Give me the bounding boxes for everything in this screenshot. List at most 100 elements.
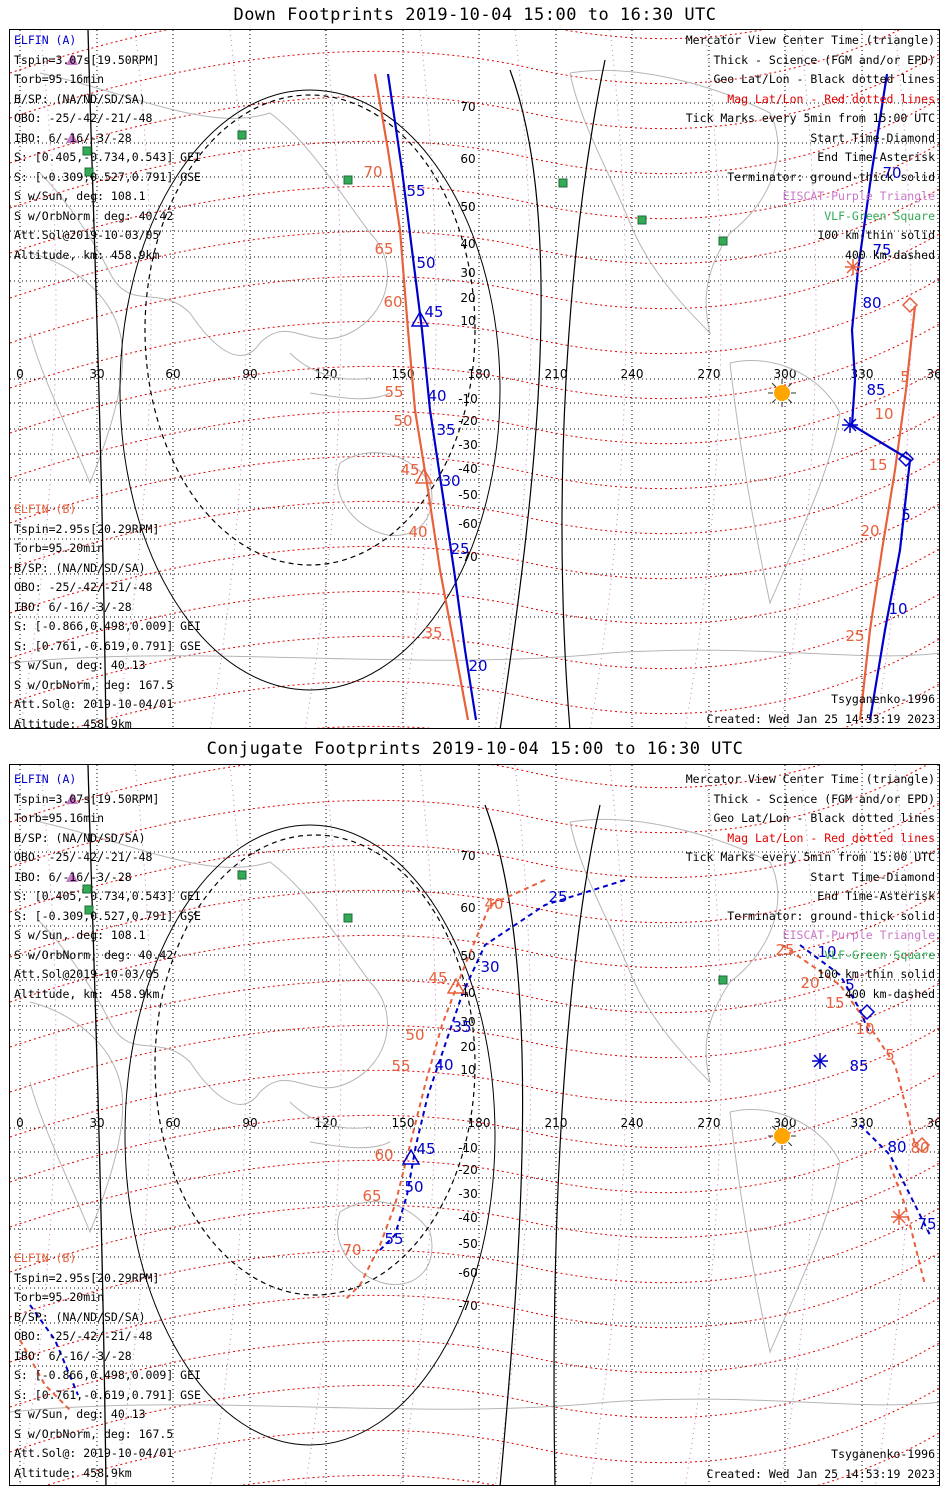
lat-tick-label: 60 — [460, 901, 475, 915]
elfin-b-tick-label: 60 — [374, 1146, 393, 1164]
lat-tick-label: 30 — [460, 266, 475, 280]
coastline — [729, 1108, 841, 1354]
legend-line: Geo Lat/Lon - Black dotted lines — [713, 811, 935, 825]
elfin-a-tick-label: 20 — [468, 657, 487, 675]
elfin-b-tick-label: 15 — [825, 994, 844, 1012]
coastline — [729, 359, 841, 605]
elfin-b-tick-label: 65 — [374, 240, 393, 258]
elfin-b-header: ELFIN (B) — [14, 1251, 77, 1265]
coastline — [336, 452, 433, 537]
vlf-square-icon — [343, 913, 353, 923]
lon-tick-label: 120 — [315, 367, 338, 381]
elfin-b-tick-label: 45 — [428, 969, 447, 987]
elfin-b-tick-label: 10 — [874, 405, 893, 423]
legend-line: Mag Lat/Lon - Red dotted lines — [727, 830, 935, 845]
terminator-line — [499, 69, 542, 728]
elfin-a-tick-label: 30 — [441, 472, 460, 490]
info-line: Altitude, km: 458.9km — [14, 986, 160, 1001]
elfin-a-tick-label: 85 — [866, 381, 885, 399]
info-line: Altitude, km: 458.9km — [14, 247, 160, 262]
info-line: S: [0.405,-0.734,0.543] GEI — [14, 150, 201, 164]
info-line: IBO: 6/-16/-3/-28 — [14, 1348, 132, 1363]
vlf-square-icon — [343, 175, 353, 185]
elfin-a-tick-label: 10 — [888, 600, 907, 618]
map-frame-conjugate: 0306090120150180210240270300330360706050… — [9, 764, 940, 1486]
asterisk-stroke — [813, 1054, 827, 1068]
lat-tick-label: 50 — [460, 200, 475, 214]
elfin-b-tick-label: 5 — [885, 1046, 895, 1064]
lon-tick-label: 210 — [545, 367, 568, 381]
mag-meridian-line — [589, 30, 627, 728]
mag-meridian-line — [399, 765, 437, 1485]
legend-line: Tick Marks every 5min from 15:00 UTC — [685, 850, 935, 864]
lon-tick-label: 360 — [927, 1116, 940, 1130]
info-line: IBO: 6/-16/-3/-28 — [14, 869, 132, 884]
lon-tick-label: 300 — [774, 1116, 797, 1130]
sun-ray — [771, 382, 776, 387]
elfin-b-tick-label: 40 — [484, 895, 503, 913]
lat-tick-label: 20 — [460, 1040, 475, 1054]
info-line: S w/Sun, deg: 40.13 — [14, 1407, 146, 1421]
lon-tick-label: 60 — [165, 1116, 180, 1130]
model-label: Tsyganenko-1996 — [831, 692, 935, 706]
map-canvas: 0306090120150180210240270300330360706050… — [10, 30, 940, 728]
legend-line: Thick - Science (FGM and/or EPD) — [713, 52, 935, 67]
sun-ray — [788, 399, 793, 404]
lon-tick-label: 60 — [165, 367, 180, 381]
coastline — [10, 649, 939, 664]
elfin-b-info: ELFIN (B) Tspin=2.95s[20.29RPM] Torb=95.… — [14, 1249, 201, 1483]
elfin-a-tick-label: 80 — [887, 1138, 906, 1156]
lon-tick-label: 90 — [242, 367, 257, 381]
lat-tick-label: -10 — [458, 1141, 478, 1155]
lat-tick-label: -30 — [458, 1187, 478, 1201]
asterisk-stroke — [892, 1210, 906, 1224]
info-line: S: [-0.309,0.527,0.791] GSE — [14, 908, 201, 923]
info-line: S: [-0.309,0.527,0.791] GSE — [14, 169, 201, 184]
lon-tick-label: 90 — [242, 1116, 257, 1130]
coastlines — [10, 69, 939, 664]
elfin-a-tick-label: 70 — [882, 164, 901, 182]
info-line: Att.Sol@: 2019-10-04/01 — [14, 697, 174, 711]
vlf-square-icon — [718, 975, 728, 985]
elfin-b-tick-label: 50 — [405, 1026, 424, 1044]
legend-line: Mercator View Center Time (triangle) — [685, 772, 935, 786]
lat-tick-label: 70 — [460, 100, 475, 114]
mag-meridian-line — [304, 765, 342, 1485]
info-line: Tspin=2.95s[20.29RPM] — [14, 1270, 160, 1285]
lat-tick-label: -60 — [458, 1266, 478, 1280]
info-line: S w/Sun, deg: 40.13 — [14, 658, 146, 672]
legend-line: VLF-Green Square — [824, 208, 935, 223]
elfin-a-tick-label: 75 — [917, 1215, 936, 1233]
elfin-b-tick-label: 10 — [855, 1020, 874, 1038]
lon-tick-label: 330 — [851, 1116, 874, 1130]
info-line: Att.Sol@2019-10-03/05 — [14, 967, 160, 981]
elfin-a-tick-label: 25 — [450, 540, 469, 558]
elfin-a-header: ELFIN (A) — [14, 772, 77, 786]
lon-tick-label: 150 — [392, 367, 415, 381]
elfin-b-tick-label: 70 — [342, 1241, 361, 1259]
legend: Mercator View Center Time (triangle) Thi… — [686, 770, 935, 1004]
asterisk-stroke — [843, 418, 857, 432]
lat-tick-label: 30 — [460, 1015, 475, 1029]
elfin-a-tick-label: 55 — [384, 1230, 403, 1248]
elfin-a-tick-label: 30 — [480, 958, 499, 976]
info-line: Torb=95.20min — [14, 541, 105, 555]
elfin-b-tick-label: 70 — [363, 163, 382, 181]
elfin-a-track — [29, 1304, 79, 1396]
terminator-line — [87, 30, 107, 728]
eiscat-triangle-icon — [66, 54, 78, 65]
center-triangle-icon — [446, 977, 466, 994]
mag-meridian-line — [494, 765, 532, 1485]
info-line: S: [-0.866,0.498,0.009] GEI — [14, 1368, 201, 1382]
mag-meridian-line — [684, 30, 722, 728]
mag-meridian-line — [874, 765, 912, 1485]
info-line: Tspin=2.95s[20.29RPM] — [14, 521, 160, 536]
mag-meridian-line — [494, 30, 532, 728]
vlf-square-icon — [637, 215, 647, 225]
vlf-square-icon — [237, 130, 247, 140]
lat-tick-label: -60 — [458, 517, 478, 531]
elfin-a-tick-label: 40 — [427, 387, 446, 405]
legend-line: 100 km-thin solid — [817, 228, 935, 242]
lon-tick-label: 360 — [927, 367, 940, 381]
elfin-a-info: ELFIN (A) Tspin=3.07s[19.50RPM] Torb=95.… — [14, 31, 201, 265]
